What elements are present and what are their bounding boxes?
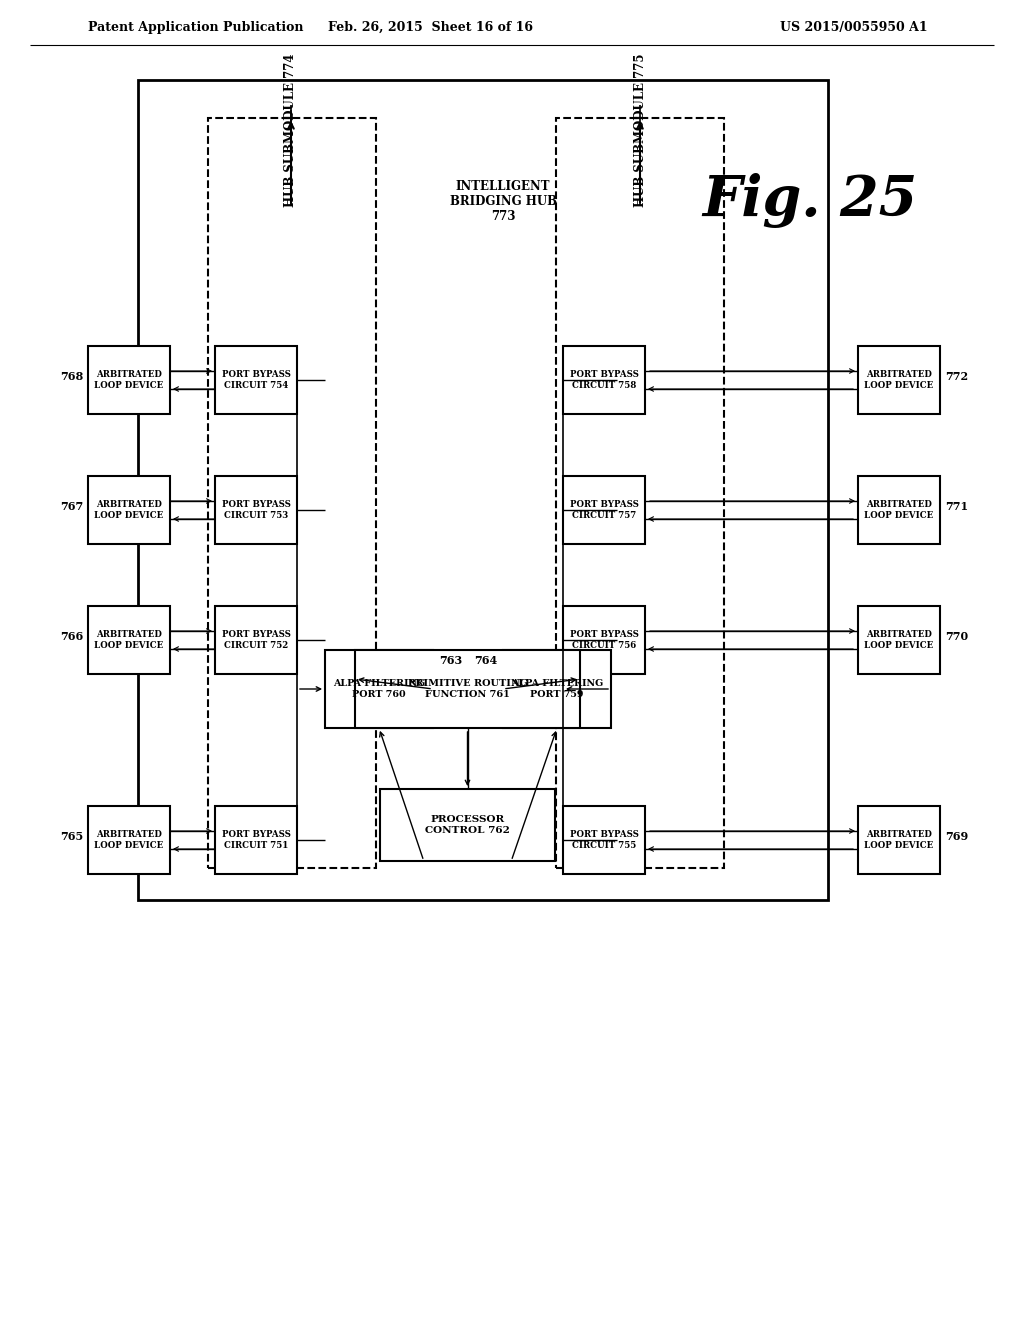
Text: 763: 763 (439, 656, 462, 667)
Text: ARBITRATED
LOOP DEVICE: ARBITRATED LOOP DEVICE (94, 830, 164, 850)
Bar (858, 807, 940, 874)
Text: HUB SUBMODULE 775: HUB SUBMODULE 775 (634, 53, 646, 207)
Text: 768: 768 (59, 371, 83, 383)
Bar (503, 649, 611, 729)
Text: PORT BYPASS
CIRCUIT 758: PORT BYPASS CIRCUIT 758 (569, 371, 638, 389)
Bar (556, 117, 724, 869)
Text: HUB SUBMODULE 774: HUB SUBMODULE 774 (285, 53, 298, 207)
Text: Feb. 26, 2015  Sheet 16 of 16: Feb. 26, 2015 Sheet 16 of 16 (328, 21, 532, 33)
Text: ARBITRATED
LOOP DEVICE: ARBITRATED LOOP DEVICE (864, 500, 934, 520)
Text: INTELLIGENT
BRIDGING HUB
773: INTELLIGENT BRIDGING HUB 773 (450, 180, 556, 223)
Bar (215, 807, 297, 874)
Bar (380, 789, 555, 861)
Bar (355, 649, 580, 729)
Bar (563, 346, 645, 414)
Text: PROCESSOR
CONTROL 762: PROCESSOR CONTROL 762 (425, 816, 510, 834)
Bar (325, 649, 433, 729)
Text: 771: 771 (945, 502, 968, 512)
Text: 769: 769 (945, 832, 969, 842)
Bar (88, 346, 170, 414)
Text: Fig. 25: Fig. 25 (702, 173, 918, 227)
Bar (563, 477, 645, 544)
Text: PORT BYPASS
CIRCUIT 752: PORT BYPASS CIRCUIT 752 (221, 630, 291, 649)
Text: PORT BYPASS
CIRCUIT 751: PORT BYPASS CIRCUIT 751 (221, 830, 291, 850)
Text: US 2015/0055950 A1: US 2015/0055950 A1 (780, 21, 928, 33)
Text: PORT BYPASS
CIRCUIT 753: PORT BYPASS CIRCUIT 753 (221, 500, 291, 520)
Bar (215, 346, 297, 414)
Text: ARBITRATED
LOOP DEVICE: ARBITRATED LOOP DEVICE (864, 830, 934, 850)
Text: ALPA FILTERING
PORT 760: ALPA FILTERING PORT 760 (333, 680, 425, 698)
Bar (138, 81, 828, 900)
Text: ARBITRATED
LOOP DEVICE: ARBITRATED LOOP DEVICE (94, 371, 164, 389)
Text: PORT BYPASS
CIRCUIT 756: PORT BYPASS CIRCUIT 756 (569, 630, 638, 649)
Text: 767: 767 (59, 502, 83, 512)
Text: ARBITRATED
LOOP DEVICE: ARBITRATED LOOP DEVICE (864, 371, 934, 389)
Text: 765: 765 (59, 832, 83, 842)
Text: ARBITRATED
LOOP DEVICE: ARBITRATED LOOP DEVICE (94, 630, 164, 649)
Bar (88, 477, 170, 544)
Text: PORT BYPASS
CIRCUIT 754: PORT BYPASS CIRCUIT 754 (221, 371, 291, 389)
Bar (858, 477, 940, 544)
Bar (208, 117, 376, 869)
Text: 772: 772 (945, 371, 968, 383)
Text: Patent Application Publication: Patent Application Publication (88, 21, 303, 33)
Bar (858, 346, 940, 414)
Bar (215, 606, 297, 675)
Text: PORT BYPASS
CIRCUIT 755: PORT BYPASS CIRCUIT 755 (569, 830, 638, 850)
Bar (858, 606, 940, 675)
Text: PRIMITIVE ROUTING
FUNCTION 761: PRIMITIVE ROUTING FUNCTION 761 (408, 680, 527, 698)
Text: ARBITRATED
LOOP DEVICE: ARBITRATED LOOP DEVICE (94, 500, 164, 520)
Bar (215, 477, 297, 544)
Text: ALPA FILTERING
PORT 759: ALPA FILTERING PORT 759 (511, 680, 603, 698)
Bar (563, 606, 645, 675)
Text: PORT BYPASS
CIRCUIT 757: PORT BYPASS CIRCUIT 757 (569, 500, 638, 520)
Bar (563, 807, 645, 874)
Bar (88, 606, 170, 675)
Text: 764: 764 (474, 656, 497, 667)
Text: 766: 766 (59, 631, 83, 643)
Text: ARBITRATED
LOOP DEVICE: ARBITRATED LOOP DEVICE (864, 630, 934, 649)
Bar (88, 807, 170, 874)
Text: 770: 770 (945, 631, 968, 643)
